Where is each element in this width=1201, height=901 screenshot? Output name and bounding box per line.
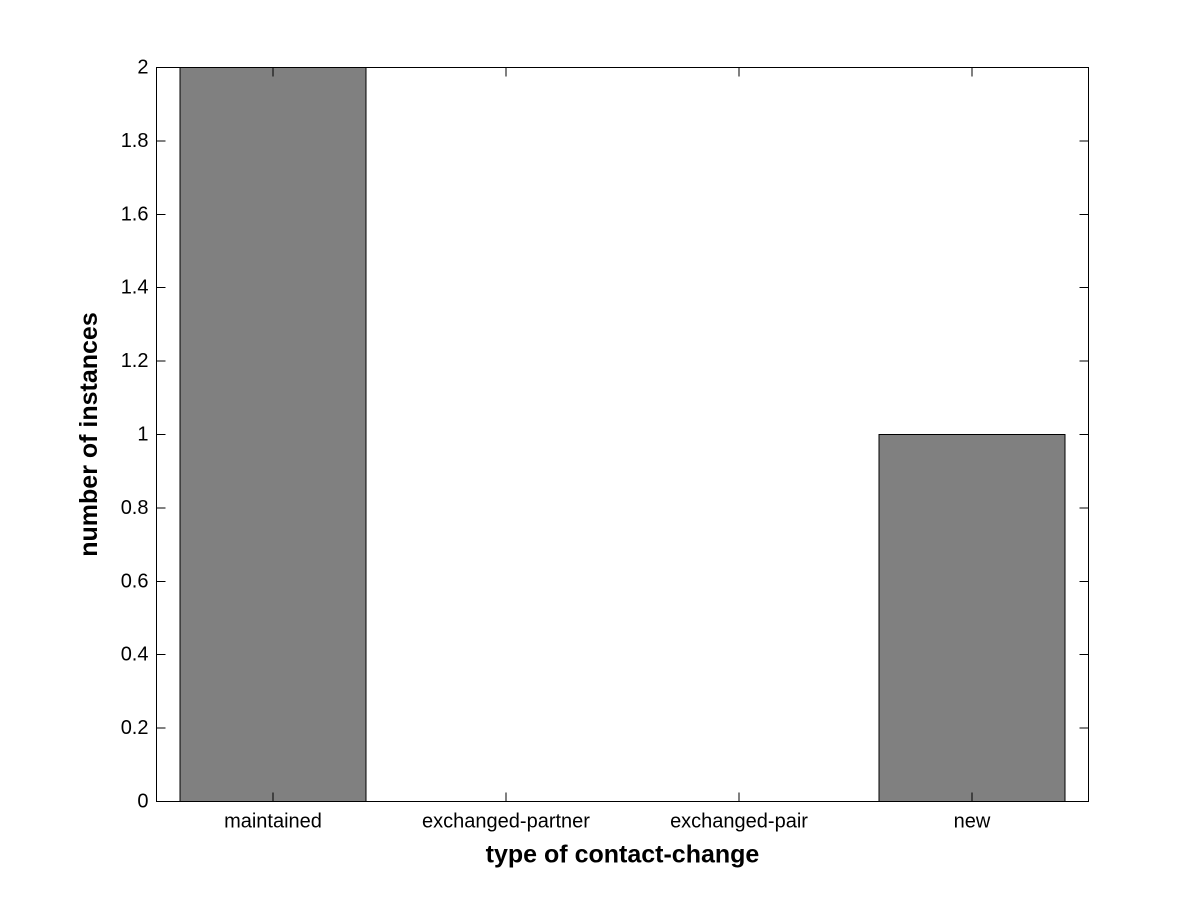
- bar-maintained: [179, 67, 367, 802]
- y-tick-label: 1.4: [121, 277, 149, 299]
- x-category-label: exchanged-partner: [422, 811, 590, 833]
- y-tick-label: 0.6: [121, 570, 149, 592]
- y-tick-label: 1.6: [121, 203, 149, 225]
- x-axis-label: type of contact-change: [486, 841, 760, 869]
- y-tick-label: 1.2: [121, 350, 149, 372]
- y-tick-label: 0.2: [121, 717, 149, 739]
- y-tick-label: 1: [137, 424, 148, 446]
- x-category-label: maintained: [224, 811, 322, 833]
- y-tick-label: 1.8: [121, 130, 149, 152]
- x-category-label: new: [954, 811, 991, 833]
- y-tick-label: 0.4: [121, 644, 149, 666]
- y-axis-label: number of instances: [75, 312, 103, 557]
- bar-new: [878, 434, 1066, 802]
- y-tick-label: 2: [137, 57, 148, 79]
- y-tick-label: 0: [137, 791, 148, 813]
- x-category-label: exchanged-pair: [670, 811, 808, 833]
- y-tick-label: 0.8: [121, 497, 149, 519]
